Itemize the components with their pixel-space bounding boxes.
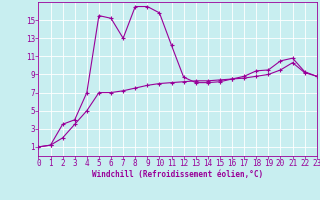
X-axis label: Windchill (Refroidissement éolien,°C): Windchill (Refroidissement éolien,°C)	[92, 170, 263, 179]
